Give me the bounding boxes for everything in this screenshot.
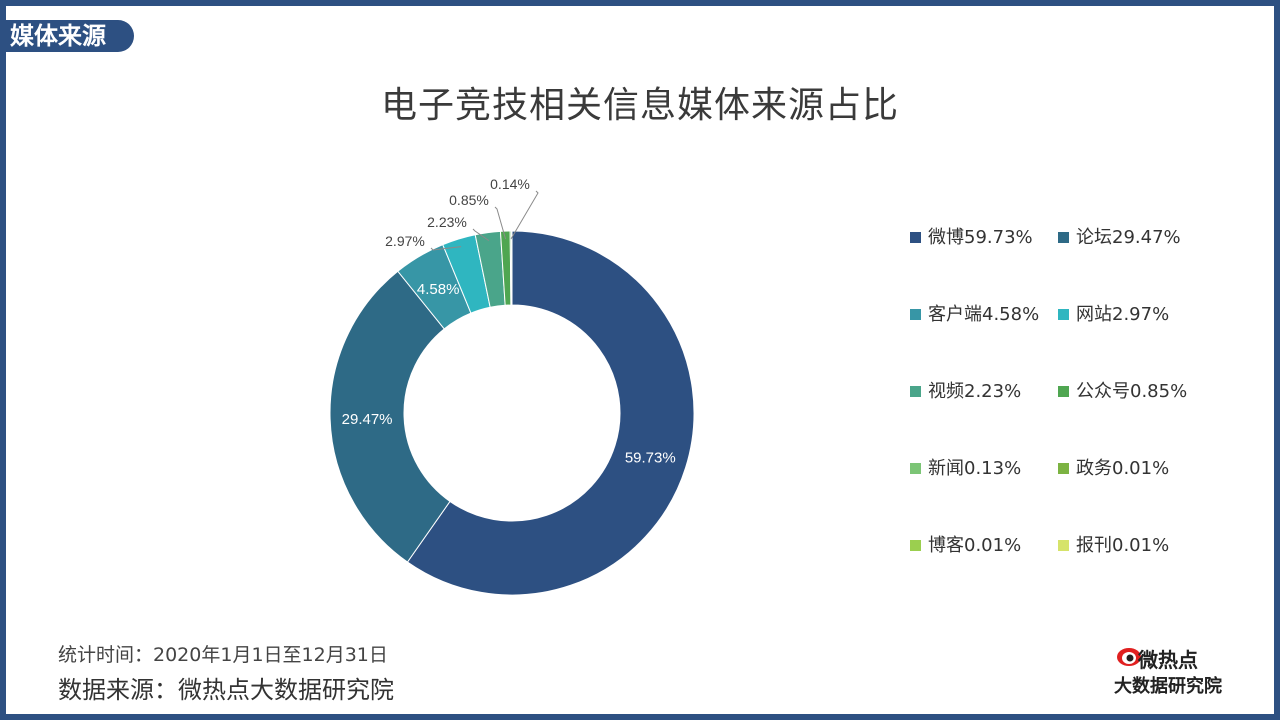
legend-item-1: 论坛29.47% [1058, 226, 1181, 250]
slice-data-label-3: 2.97% [385, 233, 425, 249]
slice-data-label-0: 59.73% [625, 450, 676, 467]
weirediandian-logo: 微热点 大数据研究院 [1098, 644, 1238, 704]
legend-label-7: 政务0.01% [1076, 458, 1170, 479]
legend-label-2: 客户端4.58% [928, 304, 1040, 325]
slice-data-label-1: 29.47% [342, 411, 393, 428]
legend-swatch-6 [910, 463, 921, 474]
slice-data-label-4: 2.23% [427, 214, 467, 230]
legend-swatch-2 [910, 309, 921, 320]
legend-label-4: 视频2.23% [928, 381, 1022, 402]
slice-data-label-5: 0.85% [449, 192, 489, 208]
legend-item-3: 网站2.97% [1058, 303, 1169, 327]
legend-item-2: 客户端4.58% [910, 303, 1039, 327]
logo-eye-icon [1117, 648, 1141, 666]
leader-line-3 [430, 246, 462, 251]
legend-label-5: 公众号0.85% [1076, 381, 1188, 402]
donut-slice-1 [329, 270, 451, 563]
legend-label-8: 博客0.01% [928, 535, 1022, 556]
legend-swatch-7 [1058, 463, 1069, 474]
legend-item-0: 微博59.73% [910, 226, 1033, 250]
legend-swatch-9 [1058, 540, 1069, 551]
legend-label-6: 新闻0.13% [928, 458, 1022, 479]
legend-item-5: 公众号0.85% [1058, 380, 1187, 404]
legend-swatch-1 [1058, 232, 1069, 243]
section-tag: 媒体来源 [0, 20, 134, 52]
legend-swatch-3 [1058, 309, 1069, 320]
slice-data-label-6: 0.14% [490, 176, 530, 192]
legend-item-8: 博客0.01% [910, 534, 1021, 558]
footer-data-source: 数据来源：微热点大数据研究院 [58, 676, 394, 704]
legend-swatch-8 [910, 540, 921, 551]
legend-label-9: 报刊0.01% [1076, 535, 1170, 556]
legend-label-3: 网站2.97% [1076, 304, 1170, 325]
legend-swatch-5 [1058, 386, 1069, 397]
leader-line-5 [494, 206, 507, 240]
legend-swatch-4 [910, 386, 921, 397]
legend-item-4: 视频2.23% [910, 380, 1021, 404]
legend-swatch-0 [910, 232, 921, 243]
legend-item-9: 报刊0.01% [1058, 534, 1169, 558]
footer-stat-time: 统计时间：2020年1月1日至12月31日 [58, 644, 388, 666]
legend-item-6: 新闻0.13% [910, 457, 1021, 481]
leader-line-6 [510, 190, 539, 240]
donut-slice-0 [406, 230, 695, 596]
logo-brand-text: 微热点 [1138, 648, 1198, 672]
chart-title: 电子竞技相关信息媒体来源占比 [380, 85, 899, 126]
slice-data-label-2: 4.58% [417, 281, 460, 298]
legend-item-7: 政务0.01% [1058, 457, 1169, 481]
legend-label-1: 论坛29.47% [1076, 227, 1181, 248]
logo-sub-text: 大数据研究院 [1114, 676, 1222, 697]
leader-line-4 [472, 228, 490, 241]
legend-label-0: 微博59.73% [928, 227, 1033, 248]
